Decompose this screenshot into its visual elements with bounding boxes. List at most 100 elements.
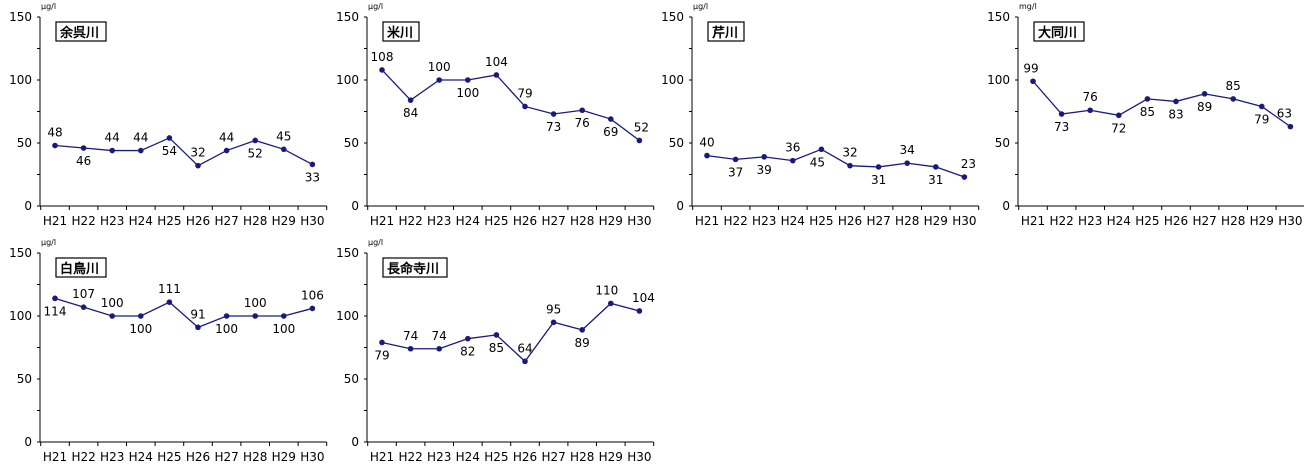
data-point	[961, 174, 968, 180]
chart-title: 余呉川	[59, 25, 99, 41]
data-label: 31	[871, 173, 886, 187]
x-tick-label: H30	[300, 450, 324, 464]
data-point	[166, 299, 173, 305]
data-label: 52	[634, 120, 649, 134]
x-tick-label: H26	[838, 214, 862, 228]
data-point	[465, 77, 471, 83]
data-label: 108	[371, 50, 394, 64]
data-label: 111	[158, 282, 181, 296]
x-tick-label: H27	[214, 214, 238, 228]
data-label: 100	[215, 322, 238, 336]
data-point	[1259, 103, 1265, 110]
data-point	[636, 308, 643, 314]
data-label: 76	[575, 116, 590, 130]
x-tick-label: H25	[484, 450, 508, 464]
y-tick-label: 0	[24, 199, 32, 213]
x-tick-label: H30	[627, 214, 651, 228]
y-tick-label: 50	[344, 372, 359, 386]
chart-title: 長命寺川	[387, 261, 439, 277]
data-point	[1030, 78, 1036, 85]
y-tick-label: 150	[336, 10, 359, 24]
y-tick-label: 0	[24, 435, 32, 449]
data-point	[1144, 96, 1151, 102]
data-point	[407, 345, 414, 352]
x-tick-label: H22	[71, 214, 95, 228]
data-point	[704, 152, 710, 159]
x-tick-label: H28	[570, 214, 594, 228]
x-tick-label: H29	[599, 214, 623, 228]
data-point	[109, 147, 115, 154]
y-tick-label: 150	[336, 246, 359, 260]
x-tick-label: H25	[1135, 214, 1159, 228]
y-tick-label: 50	[17, 136, 32, 150]
series-line	[706, 148, 965, 178]
line-chart-5: 0 50 100 150 H21 H22 H23 H24 H25 H26 H27 H28 H29 H30 μ…	[9, 238, 328, 464]
data-label: 40	[699, 136, 714, 150]
x-tick-label: H21	[43, 450, 67, 464]
data-point	[252, 137, 258, 144]
data-point	[522, 103, 528, 110]
x-tick-label: H24	[456, 450, 480, 464]
x-tick-label: H21	[370, 214, 394, 228]
x-tick-label: H25	[157, 214, 181, 228]
chart-title-box	[55, 21, 107, 42]
x-tick-label: H29	[272, 450, 296, 464]
data-point	[281, 313, 287, 319]
data-point	[407, 97, 414, 103]
data-point	[790, 157, 796, 164]
data-label: 46	[76, 154, 91, 168]
x-tick-label: H29	[272, 214, 296, 228]
x-tick-label: H25	[809, 214, 833, 228]
data-point	[1230, 96, 1236, 102]
unit-label: μg/l	[41, 2, 56, 11]
data-label: 36	[785, 141, 800, 155]
x-tick-label: H27	[1192, 214, 1216, 228]
data-point	[109, 313, 115, 319]
data-point	[636, 137, 643, 144]
chart-title: 大同川	[1038, 25, 1077, 41]
data-point	[1173, 98, 1179, 105]
x-tick-label: H28	[243, 450, 267, 464]
data-label: 95	[546, 302, 561, 316]
data-label: 63	[1277, 107, 1292, 121]
data-label: 48	[47, 126, 62, 140]
y-tick-label: 50	[17, 372, 32, 386]
x-tick-label: H21	[43, 214, 67, 228]
data-label: 76	[1083, 90, 1098, 104]
x-tick-label: H29	[924, 214, 948, 228]
data-label: 89	[575, 336, 590, 350]
data-label: 100	[244, 296, 267, 310]
data-point	[195, 162, 201, 169]
data-label: 100	[428, 60, 451, 74]
unit-label: μg/l	[368, 2, 383, 11]
unit-label: μg/l	[693, 2, 708, 11]
x-tick-label: H24	[129, 214, 153, 228]
data-label: 74	[403, 329, 418, 343]
data-label: 100	[272, 322, 295, 336]
data-label: 84	[403, 106, 418, 120]
y-tick-label: 100	[661, 73, 684, 87]
data-label: 54	[162, 144, 177, 158]
data-point	[933, 164, 939, 170]
data-label: 44	[133, 131, 148, 145]
y-tick-label: 150	[661, 10, 684, 24]
line-chart-4: 0 50 100 150 H21 H22 H23 H24 H25 H26 H27 H28 H29 H30 m…	[987, 2, 1304, 228]
x-tick-label: H23	[1078, 214, 1102, 228]
data-point	[818, 146, 825, 153]
x-tick-label: H26	[186, 450, 210, 464]
data-label: 32	[842, 146, 857, 160]
data-point	[550, 111, 557, 117]
y-tick-label: 100	[987, 73, 1010, 87]
x-tick-label: H30	[627, 450, 651, 464]
x-tick-label: H23	[427, 450, 451, 464]
x-tick-label: H23	[427, 214, 451, 228]
data-point	[281, 146, 287, 153]
x-tick-label: H28	[243, 214, 267, 228]
data-point	[761, 154, 767, 160]
x-tick-label: H23	[100, 450, 124, 464]
data-point	[379, 339, 385, 346]
data-label: 39	[757, 163, 772, 177]
x-tick-label: H25	[157, 450, 181, 464]
data-label: 110	[595, 283, 618, 297]
